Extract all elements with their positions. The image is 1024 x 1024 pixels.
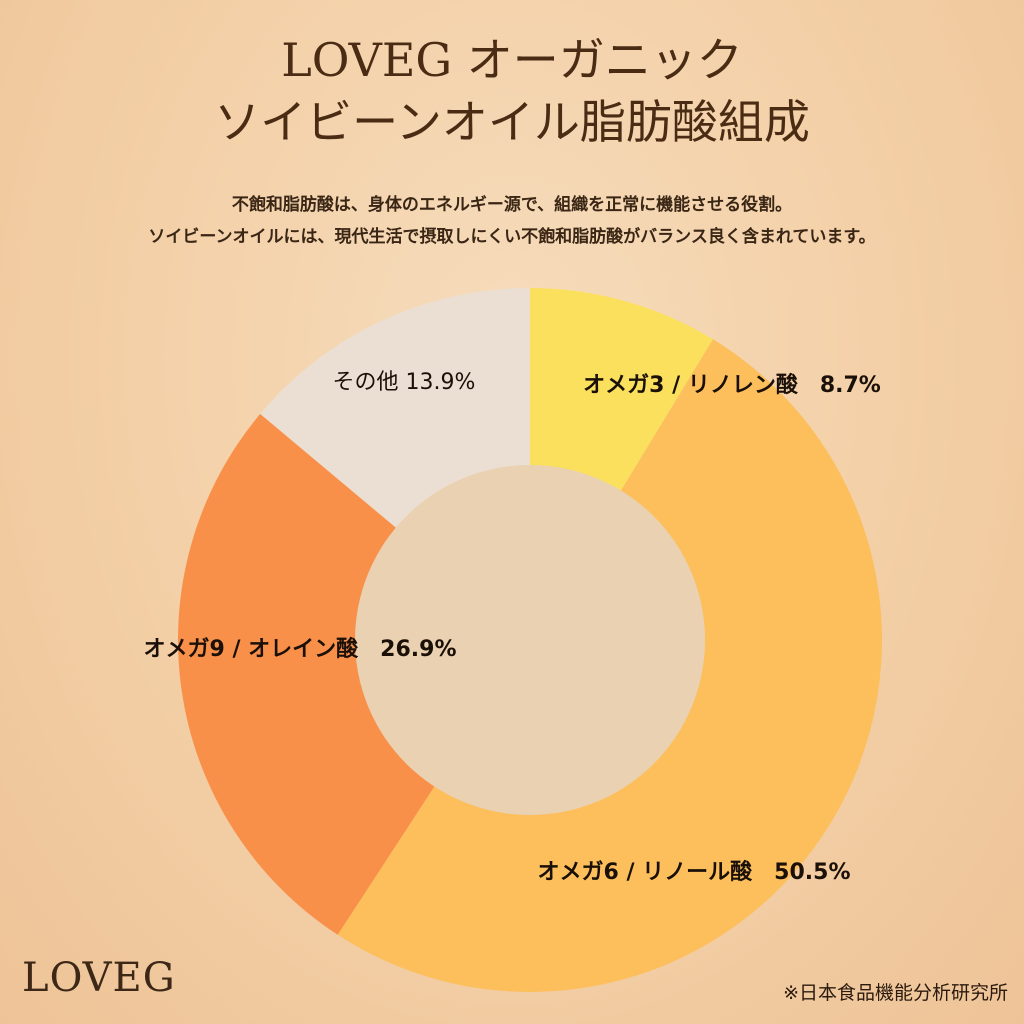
slice-labels: オメガ3 / リノレン酸 8.7% オメガ6 / リノール酸 50.5% オメガ9 … bbox=[144, 370, 881, 885]
donut-hole bbox=[355, 465, 705, 815]
slice-label-2: オメガ6 / リノール酸 50.5% bbox=[538, 860, 851, 885]
source-note: ※日本食品機能分析研究所 bbox=[783, 982, 1008, 1004]
brand-logo: LOVEG bbox=[22, 955, 176, 1001]
slice-label-1: オメガ3 / リノレン酸 8.7% bbox=[583, 373, 881, 398]
slice-3 bbox=[177, 413, 530, 935]
chart-title-line1: LOVEG オーガニック bbox=[281, 33, 743, 87]
slice-label-4: その他 13.9% bbox=[333, 370, 476, 395]
description-line2: ソイビーンオイルには、現代生活で摂取しにくい不飽和脂肪酸がバランス良く含まれてい… bbox=[148, 227, 876, 247]
slice-label-3: オメガ9 / オレイン酸 26.9% bbox=[144, 637, 457, 662]
description-line1: 不飽和脂肪酸は、身体のエネルギー源で、組織を正常に機能させる役割。 bbox=[231, 195, 793, 215]
chart-title-line2: ソイビーンオイル脂肪酸組成 bbox=[214, 95, 810, 149]
